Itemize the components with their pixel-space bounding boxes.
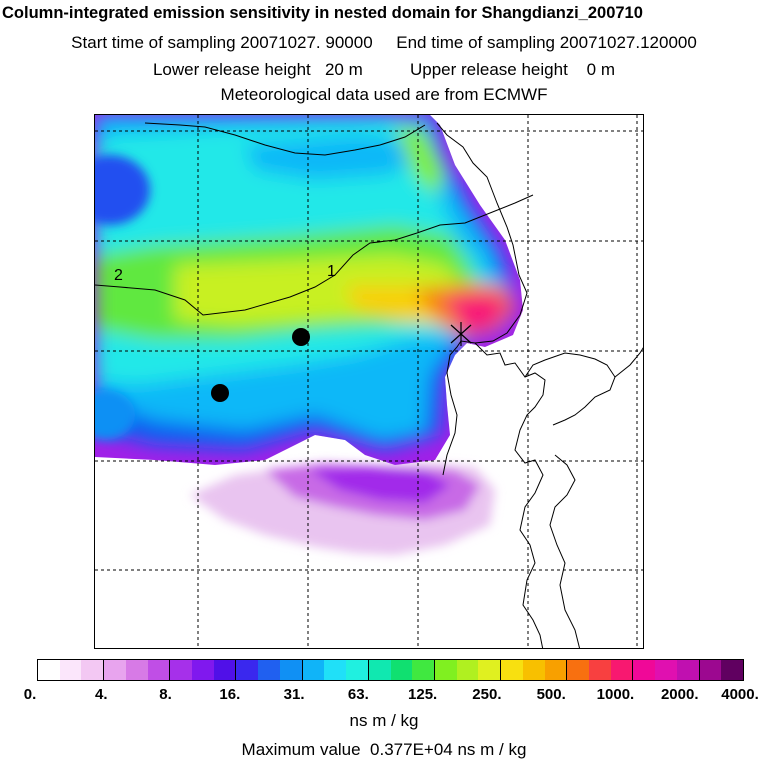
land-boundaries [95,122,643,648]
colorbar-swatch [544,660,568,680]
colorbar-swatch [655,660,677,680]
main-sensitivity-plume [95,115,523,465]
map-title: Column-integrated emission sensitivity i… [2,4,643,22]
colorbar-swatch [81,660,105,680]
colorbar-swatch [567,660,589,680]
colorbar-swatch [170,660,193,680]
colorbar-tick-label: 31. [283,686,305,703]
release-height-line: Lower release height 20 m Upper release … [152,60,616,79]
colorbar-tick-label: 250. [472,686,502,703]
colorbar-tick-label: 125. [408,686,438,703]
colorbar-swatch [125,660,148,680]
colorbar-tick-label: 16. [219,686,241,703]
maximum-value-line: Maximum value 0.377E+04 ns m / kg [241,740,527,759]
colorbar-swatch [59,660,82,680]
colorbar-swatch [279,660,303,680]
contour-label-2: 2 [114,267,123,284]
colorbar-swatch [38,660,60,680]
colorbar [37,659,744,681]
colorbar-swatch [676,660,700,680]
colorbar-swatch [478,660,502,680]
colorbar-swatch [213,660,237,680]
colorbar-swatch [588,660,611,680]
colorbar-tick-label: 2000. [660,686,699,703]
map-panel: 2 1 [94,114,644,649]
colorbar-swatch [302,660,325,680]
colorbar-tick-label: 500. [536,686,566,703]
colorbar-tick-label: 0. [23,686,37,703]
colorbar-swatch [104,660,126,680]
colorbar-swatch [721,660,743,680]
colorbar-swatch [610,660,634,680]
colorbar-swatch [346,660,369,680]
colorbar-tick-label: 4000. [721,686,759,703]
colorbar-swatch [456,660,479,680]
colorbar-tick-label: 8. [159,686,172,703]
colorbar-swatch [368,660,391,680]
colorbar-swatch [258,660,280,680]
colorbar-tick-label: 63. [347,686,369,703]
colorbar-swatch [501,660,523,680]
met-data-line: Meteorological data used are from ECMWF [220,85,548,104]
colorbar-swatch [324,660,347,680]
receptor-dot [292,328,310,346]
lat-lon-grid [95,115,643,648]
colorbar-swatch [699,660,722,680]
colorbar-swatch [522,660,545,680]
receptor-dot [211,384,229,402]
colorbar-swatch [434,660,457,680]
colorbar-tick-label: 1000. [596,686,635,703]
colorbar-swatch [147,660,171,680]
low-sensitivity-plume [190,463,495,555]
release-site-marker [450,322,472,346]
colorbar-swatch [236,660,259,680]
contour-label-1: 1 [327,263,336,280]
colorbar-unit: ns m / kg [349,711,419,730]
colorbar-swatch [390,660,413,680]
colorbar-swatch [412,660,435,680]
colorbar-tick-label: 4. [95,686,108,703]
sampling-time-line: Start time of sampling 20071027. 90000 E… [71,33,697,52]
colorbar-swatch [633,660,656,680]
emission-sensitivity-map: 2 1 [95,115,643,648]
colorbar-swatch [192,660,214,680]
